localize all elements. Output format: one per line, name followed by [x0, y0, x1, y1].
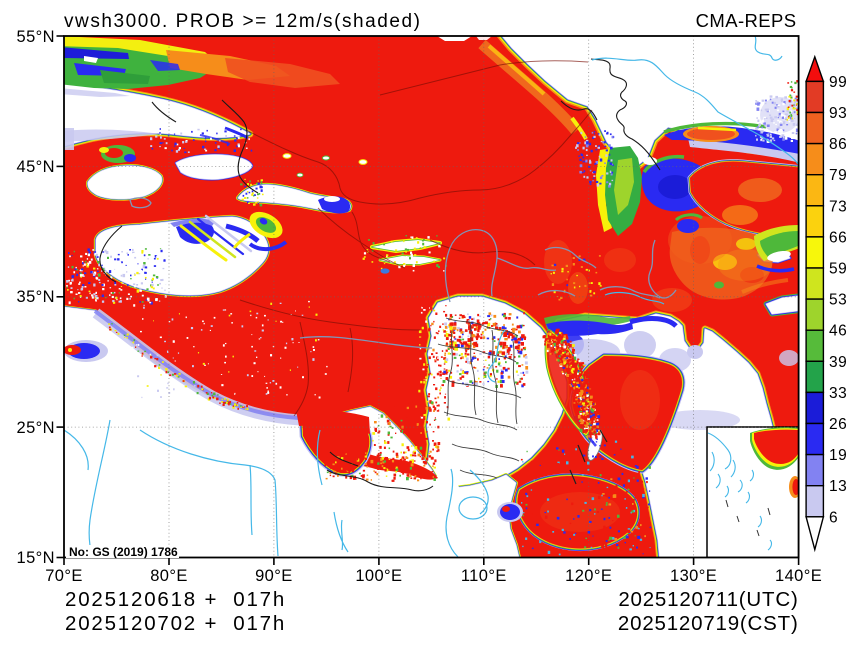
svg-text:2025120711(UTC): 2025120711(UTC): [618, 588, 798, 611]
svg-text:53: 53: [829, 292, 847, 309]
svg-text:2025120702 + 017h: 2025120702 + 017h: [65, 612, 286, 635]
svg-text:45°N: 45°N: [17, 158, 55, 176]
svg-text:70°E: 70°E: [45, 567, 83, 585]
svg-text:79: 79: [829, 167, 847, 184]
svg-text:140°E: 140°E: [775, 567, 822, 585]
svg-text:33: 33: [829, 385, 847, 402]
svg-text:46: 46: [829, 323, 847, 340]
svg-text:93: 93: [829, 105, 847, 122]
svg-text:59: 59: [829, 261, 847, 278]
svg-text:No: GS (2019) 1786: No: GS (2019) 1786: [69, 545, 178, 559]
svg-text:25°N: 25°N: [17, 419, 55, 437]
svg-text:15°N: 15°N: [17, 549, 55, 567]
svg-text:80°E: 80°E: [150, 567, 188, 585]
svg-text:2025120618 + 017h: 2025120618 + 017h: [65, 588, 286, 611]
svg-text:100°E: 100°E: [355, 567, 402, 585]
svg-text:86: 86: [829, 136, 847, 153]
svg-text:130°E: 130°E: [670, 567, 717, 585]
svg-text:6: 6: [829, 509, 838, 526]
svg-text:13: 13: [829, 478, 847, 495]
svg-text:39: 39: [829, 354, 847, 371]
svg-text:73: 73: [829, 198, 847, 215]
svg-text:120°E: 120°E: [565, 567, 612, 585]
svg-text:35°N: 35°N: [17, 288, 55, 306]
svg-text:vwsh3000. PROB >= 12m/s(shaded: vwsh3000. PROB >= 12m/s(shaded): [64, 11, 422, 32]
svg-text:CMA-REPS: CMA-REPS: [696, 10, 797, 31]
svg-text:99: 99: [829, 74, 847, 91]
svg-text:90°E: 90°E: [255, 567, 293, 585]
svg-text:110°E: 110°E: [461, 567, 507, 585]
svg-text:26: 26: [829, 416, 847, 433]
svg-text:66: 66: [829, 229, 847, 246]
svg-text:19: 19: [829, 447, 847, 464]
svg-text:55°N: 55°N: [17, 28, 55, 46]
svg-text:2025120719(CST): 2025120719(CST): [618, 612, 799, 635]
